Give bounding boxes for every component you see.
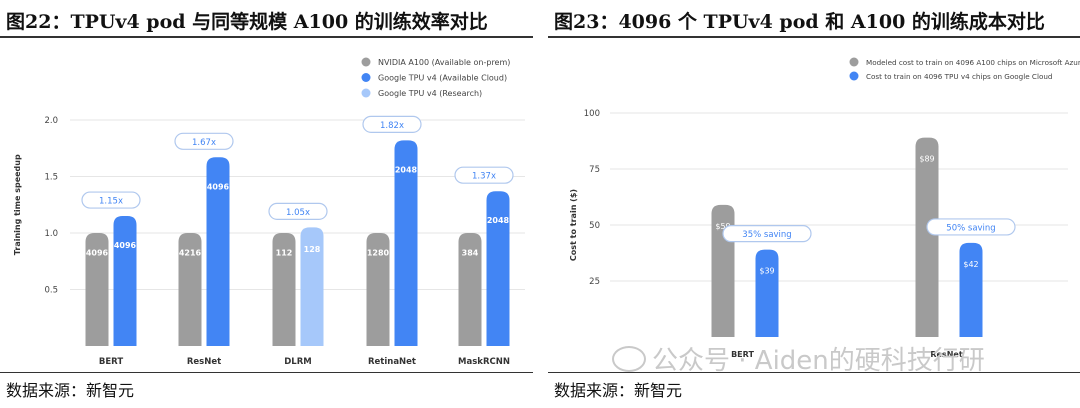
speedup-chart: NVIDIA A100 (Available on-prem) Google TP… [13, 57, 525, 367]
bar-a100-dlrm [272, 233, 296, 346]
x-tick-label-dlrm: DLRM [284, 357, 311, 367]
bar-tpu-resnet [206, 157, 230, 346]
cost-y-tick-label-2: 75 [589, 165, 600, 175]
saving-tag-resnet-box [926, 218, 1016, 236]
speedup-tag-bert-box [81, 191, 141, 209]
speedup-tag-dlrm-label: 1.05x [286, 208, 310, 218]
right-figure-panel: 图23：4096 个 TPUv4 pod 和 A100 的训练成本对比 Mode… [548, 0, 1080, 408]
left-figure-panel: 图22：TPUv4 pod 与同等规模 A100 的训练效率对比 NVIDIA … [0, 0, 533, 408]
bar-tpu-label-retinanet: 2048 [395, 165, 418, 174]
y-tick-label-3: 2.0 [44, 116, 58, 126]
cost-y-axis-label: Cost to train ($) [569, 189, 578, 261]
bar-tpu-label-bert: 4096 [114, 241, 137, 250]
legend-swatch-2 [361, 88, 371, 98]
bar-tpu-label-dlrm: 128 [304, 245, 321, 254]
cost-bar-tpu-label-resnet: $42 [963, 260, 978, 269]
x-tick-label-maskrcnn: MaskRCNN [458, 357, 510, 367]
cost-legend-swatch-0 [849, 57, 859, 67]
cost-bar-tpu-resnet [959, 242, 983, 337]
right-source-note: 数据来源：新智元 [554, 381, 683, 400]
saving-tag-bert-box [722, 225, 812, 243]
watermark: 公众号 · Aiden的硬科技行研 [612, 340, 985, 377]
left-figure-title: 图22：TPUv4 pod 与同等规模 A100 的训练效率对比 [6, 11, 488, 33]
bar-tpu-maskrcnn [486, 191, 510, 346]
watermark-text: 公众号 · Aiden的硬科技行研 [652, 346, 985, 376]
bar-a100-bert [85, 233, 109, 346]
left-source-note: 数据来源：新智元 [6, 381, 135, 400]
cost-bar-a100-resnet [915, 137, 939, 337]
cost-legend-label-0: Modeled cost to train on 4096 A100 chips… [866, 58, 1080, 67]
cost-legend-swatch-1 [849, 71, 859, 81]
legend-label-0: NVIDIA A100 (Available on-prem) [378, 58, 510, 67]
speedup-tag-maskrcnn-box [454, 166, 514, 184]
speedup-tag-bert-label: 1.15x [99, 197, 123, 207]
x-tick-label-bert: BERT [99, 357, 123, 367]
y-axis-label: Training time speedup [13, 154, 22, 255]
bar-tpu-dlrm [300, 227, 324, 346]
cost-bar-tpu-label-bert: $39 [759, 267, 774, 276]
x-tick-label-retinanet: RetinaNet [368, 357, 416, 367]
cost-x-tick-label-bert: BERT [731, 350, 754, 359]
left-title-rule [0, 36, 533, 38]
bar-a100-label-maskrcnn: 384 [462, 249, 479, 258]
left-source-rule [0, 372, 533, 373]
cost-y-tick-label-0: 25 [589, 277, 600, 287]
wechat-icon [612, 346, 646, 372]
legend-label-1: Google TPU v4 (Available Cloud) [378, 74, 507, 83]
bar-a100-maskrcnn [458, 233, 482, 346]
speedup-tag-resnet-box [174, 132, 234, 150]
saving-tag-resnet-label: 50% saving [946, 223, 995, 233]
cost-legend-label-1: Cost to train on 4096 TPU v4 chips on Go… [866, 72, 1052, 81]
cost-bar-tpu-bert [755, 249, 779, 337]
speedup-tag-maskrcnn-label: 1.37x [472, 172, 496, 182]
cost-chart: Modeled cost to train on 4096 A100 chips… [569, 57, 1080, 359]
right-title-rule [548, 36, 1080, 38]
bar-tpu-label-maskrcnn: 2048 [487, 216, 510, 225]
right-source-rule [548, 372, 1080, 373]
legend-swatch-0 [361, 57, 371, 67]
speedup-tag-retinanet-label: 1.82x [380, 121, 404, 131]
cost-y-tick-label-3: 100 [584, 109, 600, 119]
bar-tpu-retinanet [394, 140, 418, 346]
bar-a100-label-dlrm: 112 [276, 249, 293, 258]
y-tick-label-2: 1.5 [44, 173, 58, 183]
bar-a100-retinanet [366, 233, 390, 346]
speedup-tag-dlrm-box [268, 202, 328, 220]
bar-a100-resnet [178, 233, 202, 346]
bar-a100-label-retinanet: 1280 [367, 249, 390, 258]
cost-y-tick-label-1: 50 [589, 221, 600, 231]
bar-a100-label-bert: 4096 [86, 249, 109, 258]
speedup-tag-resnet-label: 1.67x [192, 138, 216, 148]
cost-bar-a100-label-resnet: $89 [919, 155, 934, 164]
y-tick-label-1: 1.0 [44, 229, 58, 239]
bar-tpu-bert [113, 216, 137, 346]
bar-a100-label-resnet: 4216 [179, 249, 202, 258]
y-tick-label-0: 0.5 [44, 286, 58, 296]
legend-label-2: Google TPU v4 (Research) [378, 89, 482, 98]
saving-tag-bert-label: 35% saving [742, 230, 791, 240]
bar-tpu-label-resnet: 4096 [207, 182, 230, 191]
cost-x-tick-label-resnet: ResNet [930, 350, 962, 359]
legend-swatch-1 [361, 73, 371, 82]
right-figure-title: 图23：4096 个 TPUv4 pod 和 A100 的训练成本对比 [554, 11, 1045, 33]
x-tick-label-resnet: ResNet [187, 357, 221, 367]
cost-bar-a100-label-bert: $59 [715, 222, 730, 231]
speedup-tag-retinanet-box [362, 115, 422, 133]
